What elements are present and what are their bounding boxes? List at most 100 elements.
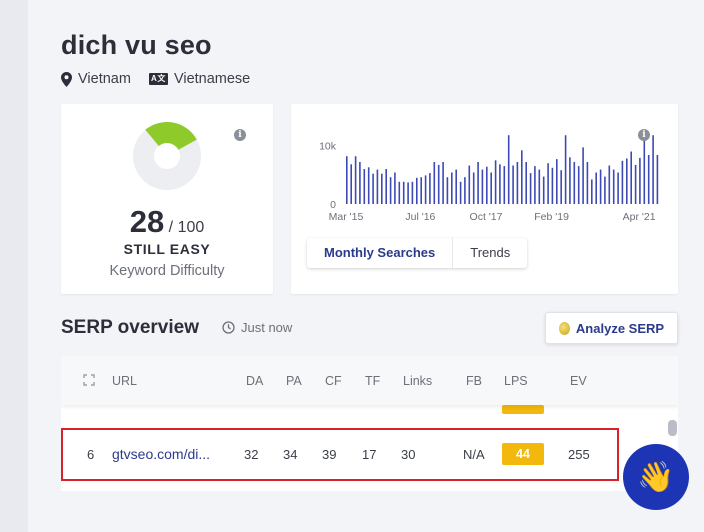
language: A文 Vietnamese xyxy=(148,71,251,87)
column-header-tf[interactable]: TF xyxy=(365,374,381,388)
column-header-lps[interactable]: LPS xyxy=(504,374,528,388)
chart-bar xyxy=(451,172,453,204)
row-pa: 34 xyxy=(283,447,298,462)
chart-bar xyxy=(363,169,366,204)
row-rank: 6 xyxy=(87,447,95,462)
difficulty-level: STILL EASY xyxy=(123,241,211,257)
column-header-cf[interactable]: CF xyxy=(325,374,342,388)
table-row-previous xyxy=(61,405,678,415)
chart-bar xyxy=(608,165,611,204)
chart-bar xyxy=(582,147,584,204)
location: Vietnam xyxy=(61,71,131,87)
serp-timestamp: Just now xyxy=(222,320,292,335)
map-pin-icon xyxy=(61,71,72,87)
row-url-link[interactable]: gtvseo.com/di... xyxy=(112,446,211,462)
chart-bar xyxy=(599,169,602,204)
chart-bar xyxy=(385,169,387,204)
chart-bar xyxy=(529,173,532,204)
column-header-ev[interactable]: EV xyxy=(570,374,587,388)
chart-bar xyxy=(424,175,427,204)
chart-bar xyxy=(516,162,519,204)
chart-bar xyxy=(612,169,615,204)
row-ev: 255 xyxy=(568,447,590,462)
gauge-fill xyxy=(145,122,197,156)
chart-bar xyxy=(398,181,401,204)
chart-bar xyxy=(350,164,352,204)
chart-bar xyxy=(359,162,361,204)
x-tick-label: Feb '19 xyxy=(534,211,569,223)
chart-bar xyxy=(346,156,348,204)
x-tick-label: Oct '17 xyxy=(470,211,503,223)
chart-bar xyxy=(486,166,488,204)
difficulty-label: Keyword Difficulty xyxy=(109,263,225,279)
y-tick-label: 10k xyxy=(319,141,337,153)
lps-badge-previous xyxy=(502,405,544,414)
analyze-serp-label: Analyze SERP xyxy=(575,320,665,336)
chart-bar xyxy=(551,167,554,204)
row-links: 30 xyxy=(401,447,416,462)
chart-bar xyxy=(407,182,409,204)
chart-bar xyxy=(595,172,597,204)
tab-monthly-searches[interactable]: Monthly Searches xyxy=(307,238,454,268)
difficulty-max: / 100 xyxy=(168,219,205,236)
chart-bar xyxy=(499,164,501,204)
language-text: Vietnamese xyxy=(173,71,251,87)
chart-bar xyxy=(402,181,405,204)
chart-bar xyxy=(643,139,646,204)
row-fb: N/A xyxy=(463,447,485,462)
chart-bar xyxy=(656,155,659,204)
keyword-title: dich vu seo xyxy=(61,30,212,60)
chart-bar xyxy=(569,157,571,204)
chart-bar xyxy=(652,135,654,204)
chart-bar xyxy=(472,172,475,204)
info-icon[interactable]: i xyxy=(638,129,650,141)
chart-bar xyxy=(547,163,549,204)
table-row[interactable]: 6 gtvseo.com/di... 32 34 39 17 30 N/A 44… xyxy=(61,428,678,480)
x-tick-label: Apr '21 xyxy=(623,211,656,223)
chart-bar xyxy=(376,169,379,204)
chart-bar xyxy=(560,170,562,204)
analyze-serp-button[interactable]: Analyze SERP xyxy=(545,312,678,344)
column-header-da[interactable]: DA xyxy=(246,374,264,388)
keyword-meta: Vietnam A文 Vietnamese xyxy=(61,71,260,87)
chart-bar xyxy=(464,177,466,204)
x-tick-label: Jul '16 xyxy=(405,211,435,223)
chart-bar xyxy=(381,173,383,204)
chart-bar xyxy=(626,158,628,204)
difficulty-score: 28 xyxy=(129,204,165,239)
info-icon[interactable]: i xyxy=(234,129,246,141)
chart-bar xyxy=(573,162,576,204)
table-scrollbar[interactable] xyxy=(668,420,677,436)
monthly-searches-card: 10k 0 Mar '15 Jul '16 Oct '17 Feb '19 Apr '21 … xyxy=(291,104,678,294)
chart-bar xyxy=(433,162,436,204)
chart-bar xyxy=(586,162,589,204)
chart-bar xyxy=(367,167,370,205)
chart-bar xyxy=(437,164,440,204)
column-header-links[interactable]: Links xyxy=(403,374,433,388)
chart-bar xyxy=(564,135,567,204)
chart-bar xyxy=(630,151,632,204)
translate-icon: A文 xyxy=(148,73,168,85)
column-header-fb[interactable]: FB xyxy=(466,374,482,388)
tab-trends[interactable]: Trends xyxy=(470,245,511,260)
chart-bar xyxy=(429,173,431,204)
chart-bar xyxy=(416,177,418,205)
column-header-url[interactable]: URL xyxy=(112,374,138,388)
chart-bar xyxy=(521,150,523,204)
chart-bar xyxy=(507,135,510,204)
chart-tabs: Monthly Searches Trends xyxy=(307,238,528,268)
chart-bar xyxy=(394,172,396,204)
serp-overview-title: SERP overview xyxy=(61,317,200,338)
chart-bar xyxy=(477,162,479,204)
column-header-pa[interactable]: PA xyxy=(286,374,302,388)
row-cf: 39 xyxy=(322,447,337,462)
serp-time-text: Just now xyxy=(241,320,293,335)
chart-bar xyxy=(604,176,606,204)
clock-icon xyxy=(222,321,235,334)
chat-widget-button[interactable]: 👋 xyxy=(623,444,689,510)
chart-bar xyxy=(372,173,374,204)
highlighted-row-outline xyxy=(61,428,619,481)
chart-bar xyxy=(442,162,444,204)
expand-icon[interactable] xyxy=(83,374,95,386)
x-tick-label: Mar '15 xyxy=(329,211,364,223)
